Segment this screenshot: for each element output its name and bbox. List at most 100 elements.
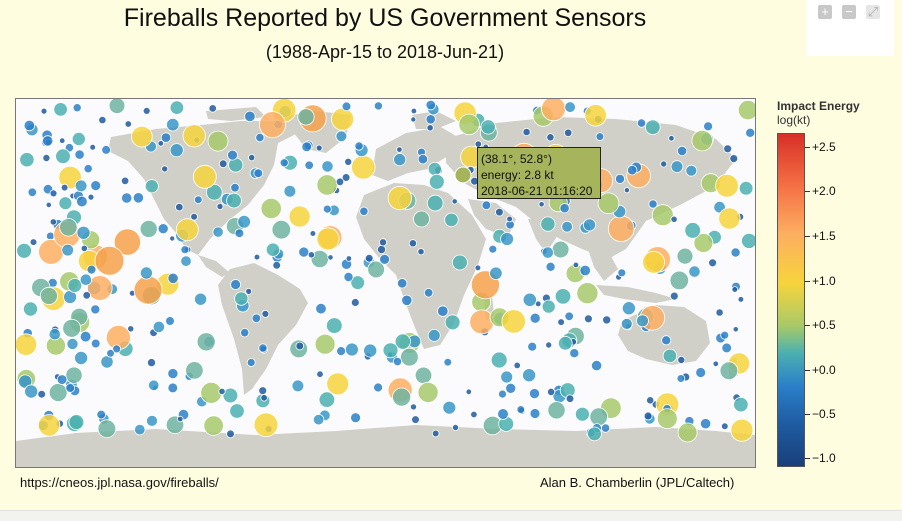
fireball-marker[interactable] [127,325,135,333]
fireball-marker[interactable] [46,231,55,241]
fireball-marker[interactable] [200,381,223,404]
fireball-marker[interactable] [426,194,444,212]
fireball-marker[interactable] [325,317,343,334]
fireball-marker[interactable] [53,102,68,117]
fireball-marker[interactable] [192,164,217,189]
fireball-marker[interactable] [718,207,741,230]
fireball-marker[interactable] [76,225,91,240]
fireball-marker[interactable] [732,326,739,333]
fireball-marker[interactable] [579,264,591,277]
fireball-marker[interactable] [343,271,354,282]
fireball-marker[interactable] [712,360,719,367]
fireball-marker[interactable] [545,341,553,349]
fireball-marker[interactable] [350,275,366,290]
fireball-marker[interactable] [423,288,434,298]
fireball-marker[interactable] [546,133,555,142]
fireball-marker[interactable] [336,346,347,357]
fireball-marker[interactable] [538,201,545,208]
fireball-marker[interactable] [708,258,717,268]
fireball-marker[interactable] [83,164,93,174]
fireball-marker[interactable] [669,291,679,301]
fireball-marker[interactable] [382,342,399,359]
selected-fireball-marker[interactable] [454,166,472,184]
fullscreen-icon[interactable]: ⤢ [866,4,880,19]
fireball-marker[interactable] [576,282,599,305]
fireball-marker[interactable] [55,148,71,165]
fireball-marker[interactable] [719,361,739,381]
fireball-marker[interactable] [584,314,593,324]
fireball-marker[interactable] [165,316,175,326]
fireball-marker[interactable] [157,223,169,235]
fireball-marker[interactable] [662,348,678,364]
fireball-marker[interactable] [190,213,198,221]
fireball-marker[interactable] [451,423,459,431]
fireball-marker[interactable] [458,113,480,136]
fireball-marker[interactable] [90,180,102,191]
fireball-marker[interactable] [37,414,61,437]
fireball-marker[interactable] [501,309,526,334]
fireball-marker[interactable] [411,415,420,424]
fireball-marker[interactable] [259,111,286,139]
fireball-marker[interactable] [410,107,418,115]
fireball-marker[interactable] [685,164,698,177]
fireball-marker[interactable] [527,341,538,352]
fireball-marker[interactable] [301,141,313,153]
fireball-marker[interactable] [87,193,95,201]
fireball-marker[interactable] [309,230,317,237]
fireball-marker[interactable] [230,182,240,193]
fireball-marker[interactable] [175,202,184,212]
fireball-marker[interactable] [237,214,251,229]
fireball-marker[interactable] [142,106,151,115]
fireball-marker[interactable] [169,143,184,158]
fireball-marker[interactable] [670,160,684,173]
fireball-marker[interactable] [157,140,164,147]
fireball-marker[interactable] [373,101,383,111]
fireball-marker[interactable] [730,247,741,258]
fireball-marker[interactable] [470,410,478,419]
fireball-marker[interactable] [627,164,638,176]
fireball-marker[interactable] [169,235,176,242]
fireball-marker[interactable] [23,301,38,317]
fireball-marker[interactable] [139,266,153,280]
fireball-marker[interactable] [541,246,554,259]
fireball-marker[interactable] [661,335,672,346]
fireball-marker[interactable] [112,344,121,354]
fireball-marker[interactable] [230,279,242,290]
fireball-marker[interactable] [315,302,327,315]
fireball-marker[interactable] [72,103,82,113]
fireball-marker[interactable] [587,426,602,442]
fireball-marker[interactable] [417,381,439,403]
fireball-marker[interactable] [376,244,386,254]
fireball-marker[interactable] [350,298,360,307]
fireball-marker[interactable] [676,374,686,383]
fireball-marker[interactable] [677,422,698,443]
fireball-marker[interactable] [62,318,82,338]
minus-icon[interactable]: − [842,5,856,19]
fireball-marker[interactable] [335,130,348,143]
plus-icon[interactable]: + [818,5,832,19]
fireball-marker[interactable] [167,272,179,284]
fireball-marker[interactable] [65,366,83,384]
fireball-marker[interactable] [505,382,517,394]
fireball-marker[interactable] [636,118,647,128]
fireball-marker[interactable] [253,412,279,438]
fireball-marker[interactable] [146,358,156,368]
fireball-marker[interactable] [134,423,146,436]
fireball-marker[interactable] [113,228,142,256]
fireball-marker[interactable] [79,273,93,286]
fireball-marker[interactable] [547,401,566,420]
fireball-marker[interactable] [733,396,749,413]
fireball-marker[interactable] [597,192,620,215]
fireball-marker[interactable] [253,253,261,261]
fireball-marker[interactable] [474,264,482,272]
fireball-marker[interactable] [660,160,668,168]
fireball-marker[interactable] [636,314,649,328]
fireball-marker[interactable] [648,199,658,209]
fireball-marker[interactable] [427,162,442,177]
fireball-marker[interactable] [271,219,291,240]
fireball-marker[interactable] [401,294,413,306]
fireball-marker[interactable] [643,411,653,421]
fireball-marker[interactable] [144,179,159,194]
fireball-marker[interactable] [642,250,665,274]
fireball-marker[interactable] [222,387,239,404]
